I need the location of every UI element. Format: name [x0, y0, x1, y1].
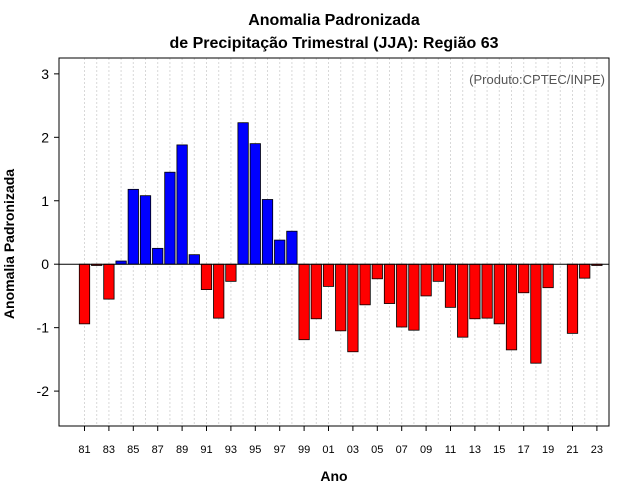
x-tick-label: 03: [347, 444, 359, 456]
x-tick-label: 01: [322, 444, 334, 456]
chart-title-line2: de Precipitação Trimestral (JJA): Região…: [169, 35, 498, 52]
x-tick-label: 07: [396, 444, 408, 456]
y-axis: -2 -1 0 1 2 3: [37, 66, 59, 399]
x-tick-label: 15: [493, 444, 505, 456]
x-tick-label: 21: [566, 444, 578, 456]
bar-2005: [371, 263, 383, 280]
x-tick-label: 91: [200, 444, 212, 456]
x-tick-label: 97: [274, 444, 286, 456]
x-tick-label: 87: [152, 444, 164, 456]
y-axis-label: Anomalia Padronizada: [1, 169, 17, 319]
bar-1992: [213, 263, 225, 319]
bar-1998: [286, 230, 298, 265]
bar-2000: [310, 263, 322, 320]
bar-2019: [542, 263, 554, 289]
bar-2012: [457, 263, 469, 338]
bar-2016: [505, 263, 518, 351]
x-tick-label: 17: [518, 444, 530, 456]
bar-2022: [579, 263, 591, 279]
x-tick-label: 89: [176, 444, 188, 456]
bar-2002: [335, 263, 347, 332]
bar-1993: [225, 263, 237, 282]
bar-1983: [103, 263, 115, 300]
bar-1985: [127, 188, 139, 265]
x-tick-label: 95: [249, 444, 261, 456]
bar-2015: [493, 263, 505, 325]
bar-2009: [420, 263, 432, 297]
bar-2018: [530, 263, 542, 364]
x-tick-label: 23: [591, 444, 603, 456]
y-tick-label: -2: [37, 383, 50, 399]
bar-2004: [359, 263, 371, 306]
bar-2001: [322, 263, 335, 287]
bar-2010: [432, 263, 444, 282]
bar-1994: [237, 122, 249, 265]
bars: [78, 122, 603, 364]
credit-label: (Produto:CPTEC/INPE): [469, 72, 605, 87]
bar-2021: [566, 263, 579, 334]
y-tick-label: 1: [41, 193, 49, 209]
y-tick-label: -1: [37, 320, 50, 336]
plot-frame: [58, 57, 610, 427]
bar-2013: [469, 263, 481, 320]
bar-1999: [298, 263, 310, 341]
bar-1990: [188, 254, 200, 265]
grid-lines: [84, 58, 598, 426]
bar-2007: [396, 263, 408, 328]
bar-2006: [383, 263, 396, 304]
bar-1991: [200, 263, 213, 290]
x-tick-label: 09: [420, 444, 432, 456]
bar-2003: [347, 263, 359, 353]
chart-title-line1: Anomalia Padronizada: [248, 12, 420, 29]
x-tick-label: 85: [127, 444, 139, 456]
bar-1995: [249, 143, 261, 265]
bar-1988: [164, 171, 176, 265]
x-axis: 81 83 85 87 89 91 93 95 97 99 01 03 05 07 09 11 13 15 17 19…: [78, 426, 603, 456]
y-tick-label: 3: [41, 66, 49, 82]
bar-1981: [78, 263, 91, 325]
bar-2017: [518, 263, 530, 294]
x-tick-label: 81: [78, 444, 90, 456]
x-tick-label: 11: [445, 444, 456, 456]
bar-2008: [408, 263, 420, 331]
bar-1996: [261, 199, 274, 265]
bar-1987: [152, 247, 164, 265]
x-tick-label: 93: [225, 444, 237, 456]
y-tick-label: 2: [41, 129, 49, 145]
x-tick-label: 05: [371, 444, 383, 456]
bar-1997: [274, 239, 286, 265]
x-axis-label: Ano: [320, 468, 347, 484]
x-tick-label: 99: [298, 444, 310, 456]
x-tick-label: 83: [103, 444, 115, 456]
bar-2011: [444, 263, 457, 308]
y-tick-label: 0: [41, 256, 49, 272]
bar-1989: [176, 144, 188, 265]
bar-1986: [139, 195, 152, 265]
bar-2014: [481, 263, 493, 319]
x-tick-label: 19: [542, 444, 554, 456]
x-tick-label: 13: [469, 444, 481, 456]
